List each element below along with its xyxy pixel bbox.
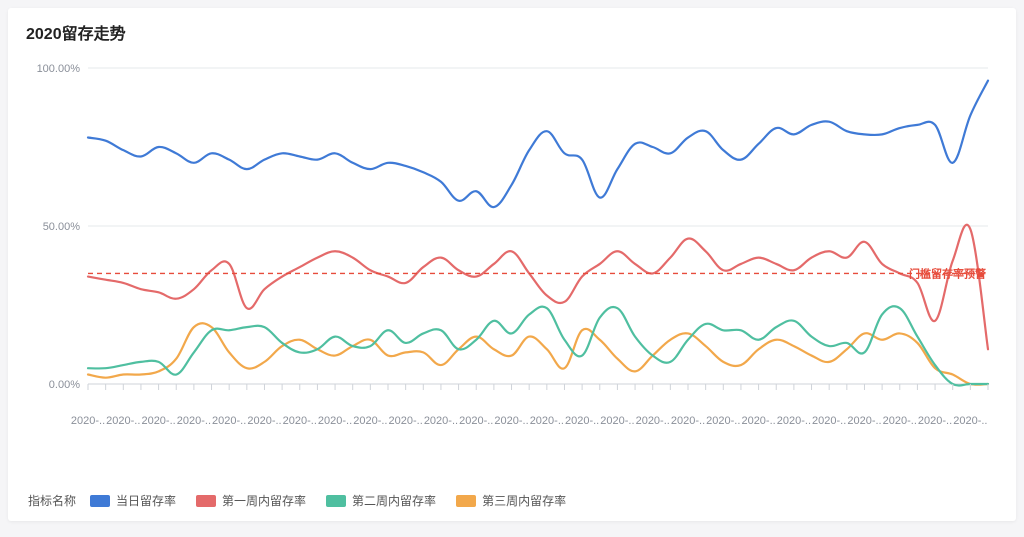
- x-tick-label: 2020-..: [671, 415, 705, 427]
- x-tick-label: 2020-..: [318, 415, 352, 427]
- legend-label: 第三周内留存率: [482, 492, 566, 509]
- y-tick-label: 100.00%: [37, 63, 81, 75]
- legend-swatch: [196, 495, 216, 507]
- y-tick-label: 50.00%: [43, 221, 81, 233]
- series-line: [88, 306, 988, 385]
- legend-swatch: [326, 495, 346, 507]
- x-tick-label: 2020-..: [247, 415, 281, 427]
- x-tick-label: 2020-..: [212, 415, 246, 427]
- x-tick-label: 2020-..: [283, 415, 317, 427]
- x-tick-label: 2020-..: [706, 415, 740, 427]
- threshold-label: 门槛留存率预警: [909, 266, 986, 280]
- x-tick-label: 2020-..: [741, 415, 775, 427]
- series-line: [88, 323, 988, 384]
- x-tick-label: 2020-..: [953, 415, 987, 427]
- x-tick-label: 2020-..: [600, 415, 634, 427]
- x-tick-label: 2020-..: [847, 415, 881, 427]
- x-tick-label: 2020-..: [812, 415, 846, 427]
- x-tick-label: 2020-..: [353, 415, 387, 427]
- x-tick-label: 2020-..: [530, 415, 564, 427]
- chart-legend: 指标名称 当日留存率 第一周内留存率 第二周内留存率 第三周内留存率: [28, 492, 580, 509]
- x-tick-label: 2020-..: [106, 415, 140, 427]
- legend-item[interactable]: 第一周内留存率: [196, 492, 306, 509]
- x-tick-label: 2020-..: [636, 415, 670, 427]
- x-tick-label: 2020-..: [565, 415, 599, 427]
- x-tick-label: 2020-..: [777, 415, 811, 427]
- legend-swatch: [456, 495, 476, 507]
- series-line: [88, 81, 988, 207]
- legend-label: 第一周内留存率: [222, 492, 306, 509]
- x-tick-label: 2020-..: [494, 415, 528, 427]
- legend-item[interactable]: 第二周内留存率: [326, 492, 436, 509]
- legend-item[interactable]: 第三周内留存率: [456, 492, 566, 509]
- legend-item[interactable]: 当日留存率: [90, 492, 176, 509]
- chart-card: 2020留存走势 0.00% 50.00% 100.00% 门槛留存率预警 2020-.…: [8, 8, 1016, 521]
- chart-plot: 0.00%50.00%100.00%门槛留存率预警2020-..2020-..2…: [26, 54, 998, 454]
- x-tick-label: 2020-..: [177, 415, 211, 427]
- legend-label: 当日留存率: [116, 492, 176, 509]
- legend-label: 第二周内留存率: [352, 492, 436, 509]
- x-tick-label: 2020-..: [141, 415, 175, 427]
- x-tick-label: 2020-..: [459, 415, 493, 427]
- x-tick-label: 2020-..: [424, 415, 458, 427]
- x-tick-label: 2020-..: [389, 415, 423, 427]
- x-tick-label: 2020-..: [71, 415, 105, 427]
- legend-title: 指标名称: [28, 492, 76, 509]
- x-tick-label: 2020-..: [918, 415, 952, 427]
- x-tick-label: 2020-..: [883, 415, 917, 427]
- y-tick-label: 0.00%: [49, 379, 80, 391]
- legend-swatch: [90, 495, 110, 507]
- chart-title: 2020留存走势: [26, 20, 126, 44]
